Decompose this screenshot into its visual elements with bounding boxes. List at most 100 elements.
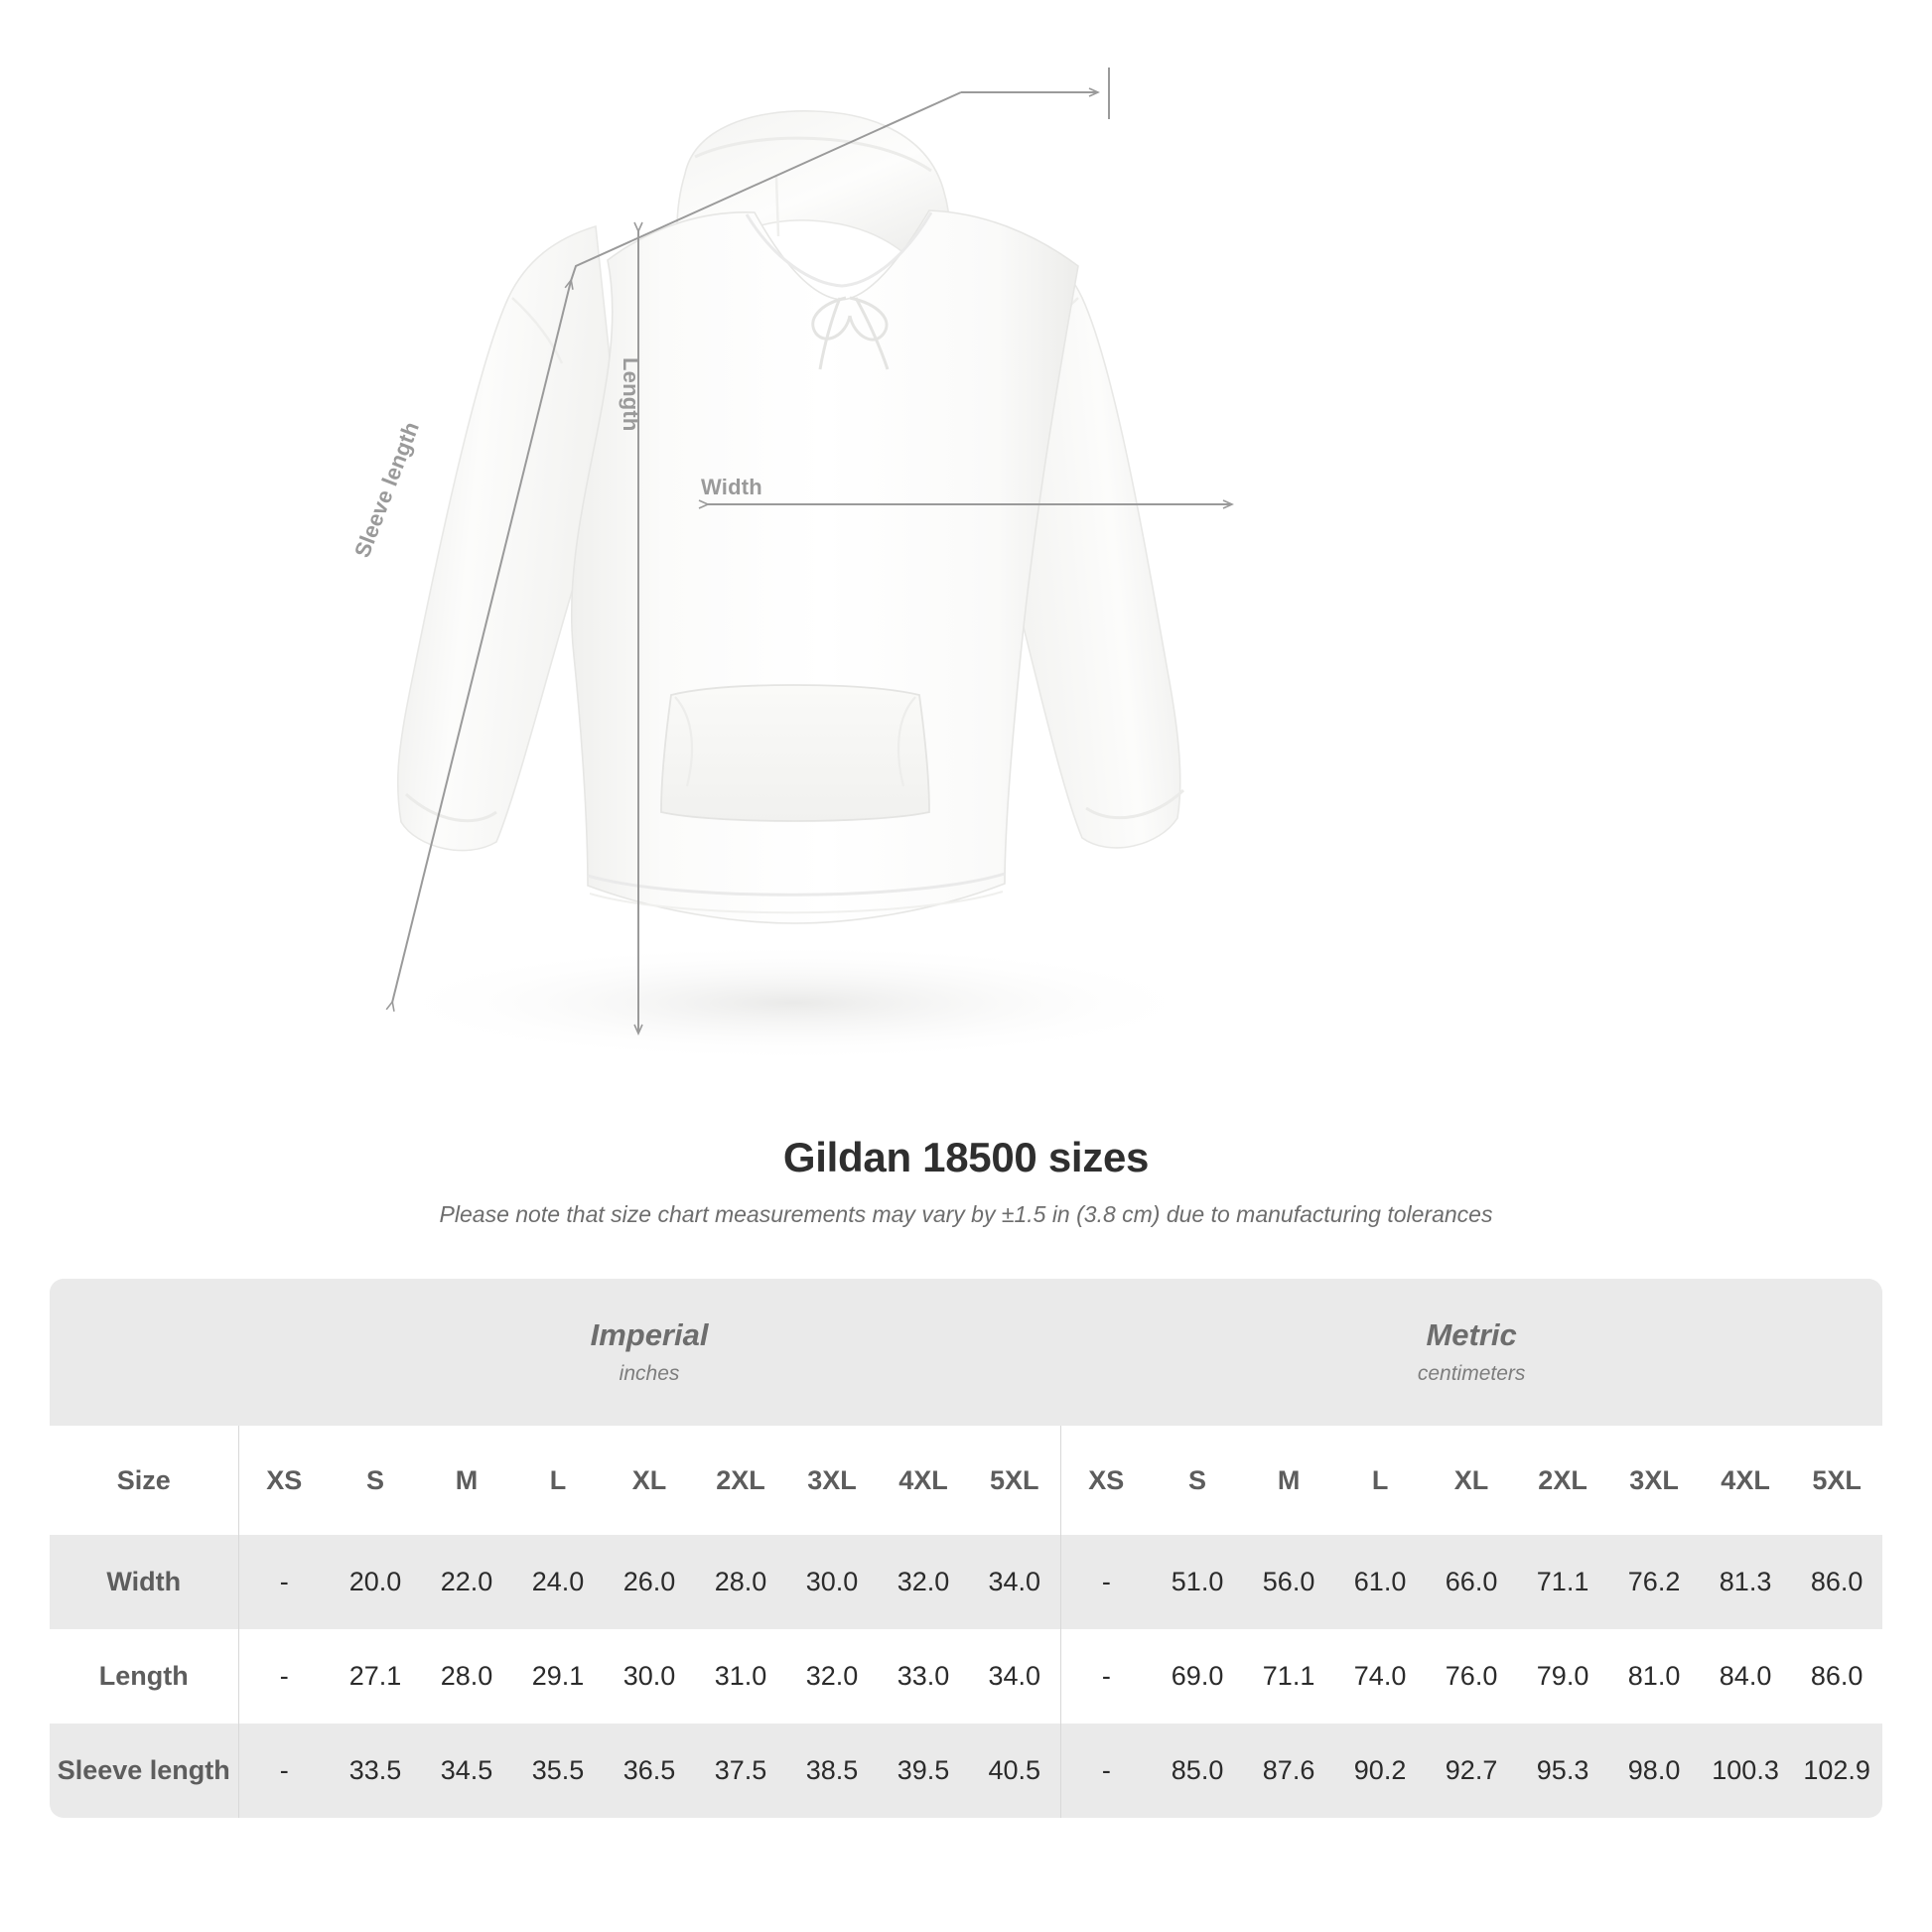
cell-width-metric-4xl: 81.3 — [1700, 1535, 1792, 1629]
cell-sleeve-length-imperial-l: 35.5 — [512, 1724, 604, 1818]
row-label-width: Width — [50, 1535, 239, 1629]
drawstring-bow-right — [848, 296, 889, 342]
pocket-right-opening — [897, 696, 916, 787]
unit-header-spacer — [50, 1279, 238, 1426]
cell-width-imperial-m: 22.0 — [421, 1535, 512, 1629]
length-annotation-label: Length — [619, 357, 643, 432]
cell-length-imperial-xl: 30.0 — [604, 1629, 695, 1724]
cell-width-imperial-2xl: 28.0 — [695, 1535, 786, 1629]
cell-sleeve-length-imperial-xl: 36.5 — [604, 1724, 695, 1818]
unit-group-header-row: Imperial inches Metric centimeters — [50, 1279, 1883, 1426]
table-row: Width -20.0 22.0 24.0 26.0 28.0 30.0 32.0 34.0-5… — [50, 1535, 1883, 1629]
cell-width-imperial-l: 24.0 — [512, 1535, 604, 1629]
cell-width-imperial-4xl: 32.0 — [878, 1535, 969, 1629]
size-header-imperial-l: L — [512, 1426, 604, 1535]
cell-length-imperial-4xl: 33.0 — [878, 1629, 969, 1724]
size-header-metric-xs: XS — [1059, 1426, 1153, 1535]
cell-width-imperial-s: 20.0 — [330, 1535, 421, 1629]
drawstring-right — [854, 297, 890, 370]
cell-length-imperial-l: 29.1 — [512, 1629, 604, 1724]
cell-sleeve-length-imperial-xs: - — [238, 1724, 330, 1818]
row-label-sleeve-length: Sleeve length — [50, 1724, 239, 1818]
neckline — [745, 211, 933, 288]
cell-sleeve-length-imperial-5xl: 40.5 — [969, 1724, 1061, 1818]
cell-length-metric-m: 71.1 — [1243, 1629, 1335, 1724]
cell-length-metric-xl: 76.0 — [1426, 1629, 1518, 1724]
page-title: Gildan 18500 sizes — [782, 1134, 1150, 1180]
drawstring-left — [818, 297, 842, 370]
size-header-metric-xl: XL — [1426, 1426, 1518, 1535]
kangaroo-pocket — [660, 684, 930, 822]
cell-width-metric-xl: 66.0 — [1426, 1535, 1518, 1629]
cell-length-metric-2xl: 79.0 — [1517, 1629, 1609, 1724]
cell-width-metric-5xl: 86.0 — [1791, 1535, 1883, 1629]
cell-sleeve-length-metric-xl: 92.7 — [1426, 1724, 1518, 1818]
unit-group-name: Metric — [1426, 1317, 1517, 1352]
cell-length-imperial-5xl: 34.0 — [969, 1629, 1061, 1724]
cell-width-metric-xs: - — [1059, 1535, 1153, 1629]
size-header-imperial-xl: XL — [604, 1426, 695, 1535]
unit-group-name: Imperial — [590, 1317, 709, 1352]
row-label-length: Length — [50, 1629, 239, 1724]
size-header-metric-2xl: 2XL — [1517, 1426, 1609, 1535]
cell-length-metric-l: 74.0 — [1334, 1629, 1427, 1724]
size-header-imperial-2xl: 2XL — [695, 1426, 786, 1535]
size-table: Imperial inches Metric centimeters Size XS S M L… — [50, 1279, 1883, 1818]
cell-sleeve-length-imperial-4xl: 39.5 — [878, 1724, 969, 1818]
cell-length-metric-3xl: 81.0 — [1608, 1629, 1701, 1724]
unit-group-imperial: Imperial inches — [238, 1279, 1061, 1426]
cell-length-metric-s: 69.0 — [1152, 1629, 1244, 1724]
sleeve-length-arrow — [385, 278, 574, 1012]
measurement-annotations — [385, 68, 1234, 1035]
size-header-imperial-3xl: 3XL — [786, 1426, 878, 1535]
size-header-imperial-xs: XS — [238, 1426, 330, 1535]
size-header-metric-s: S — [1152, 1426, 1244, 1535]
unit-group-unit: inches — [619, 1362, 680, 1385]
cell-length-imperial-2xl: 31.0 — [695, 1629, 786, 1724]
cell-length-imperial-xs: - — [238, 1629, 330, 1724]
cell-length-imperial-3xl: 32.0 — [786, 1629, 878, 1724]
table-row: Length -27.1 28.0 29.1 30.0 31.0 32.0 33.0 34.0-… — [50, 1629, 1883, 1724]
garment-illustration: Length Width Sleeve length — [349, 68, 1234, 1062]
cell-width-imperial-5xl: 34.0 — [969, 1535, 1061, 1629]
size-header-imperial-s: S — [330, 1426, 421, 1535]
cell-sleeve-length-metric-xs: - — [1059, 1724, 1153, 1818]
size-header-metric-l: L — [1334, 1426, 1427, 1535]
cell-sleeve-length-metric-l: 90.2 — [1334, 1724, 1427, 1818]
size-header-row: Size XS S M L XL 2XL 3XL 4XL 5XL XS S M L XL 2XL 3XL 4XL 5… — [50, 1426, 1883, 1535]
title-block: Gildan 18500 sizes Please note that size… — [0, 1132, 1932, 1229]
size-header-metric-3xl: 3XL — [1608, 1426, 1701, 1535]
drawstring-bow-left — [811, 296, 852, 341]
size-header-metric-5xl: 5XL — [1791, 1426, 1883, 1535]
cell-length-metric-4xl: 84.0 — [1700, 1629, 1792, 1724]
size-header-metric-m: M — [1243, 1426, 1335, 1535]
cell-sleeve-length-imperial-s: 33.5 — [330, 1724, 421, 1818]
cell-sleeve-length-imperial-m: 34.5 — [421, 1724, 512, 1818]
hood-center-seam — [774, 176, 780, 237]
cell-sleeve-length-metric-2xl: 95.3 — [1517, 1724, 1609, 1818]
cell-width-metric-3xl: 76.2 — [1608, 1535, 1701, 1629]
cell-width-imperial-3xl: 30.0 — [786, 1535, 878, 1629]
table-row: Sleeve length -33.5 34.5 35.5 36.5 37.5 38.5 39… — [50, 1724, 1883, 1818]
bottom-hem-line — [589, 891, 1004, 914]
sleeve-leader-diagonal — [570, 91, 962, 282]
cell-length-metric-5xl: 86.0 — [1791, 1629, 1883, 1724]
cell-length-imperial-s: 27.1 — [330, 1629, 421, 1724]
cell-length-imperial-m: 28.0 — [421, 1629, 512, 1724]
cell-width-imperial-xs: - — [238, 1535, 330, 1629]
cell-width-metric-l: 61.0 — [1334, 1535, 1427, 1629]
cell-sleeve-length-metric-5xl: 102.9 — [1791, 1724, 1883, 1818]
cell-width-metric-m: 56.0 — [1243, 1535, 1335, 1629]
size-header-imperial-5xl: 5XL — [969, 1426, 1061, 1535]
page-subtitle: Please note that size chart measurements… — [439, 1201, 1493, 1227]
pocket-left-opening — [674, 696, 694, 787]
unit-group-metric: Metric centimeters — [1060, 1279, 1883, 1426]
cell-sleeve-length-metric-3xl: 98.0 — [1608, 1724, 1701, 1818]
cell-sleeve-length-metric-4xl: 100.3 — [1700, 1724, 1792, 1818]
size-header-label: Size — [50, 1426, 239, 1535]
cell-sleeve-length-imperial-3xl: 38.5 — [786, 1724, 878, 1818]
cell-width-metric-s: 51.0 — [1152, 1535, 1244, 1629]
cell-width-metric-2xl: 71.1 — [1517, 1535, 1609, 1629]
cell-sleeve-length-imperial-2xl: 37.5 — [695, 1724, 786, 1818]
